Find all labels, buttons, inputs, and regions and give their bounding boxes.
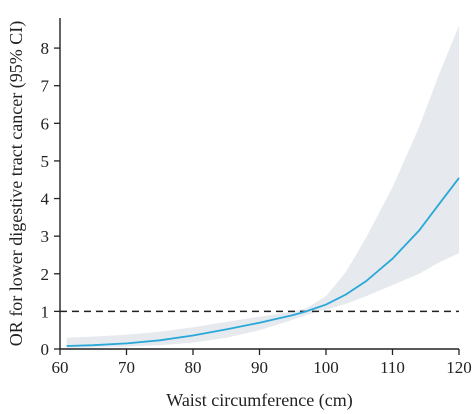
y-tick-label: 4: [41, 190, 50, 209]
y-tick-label: 2: [41, 265, 50, 284]
x-tick-label: 120: [446, 358, 472, 377]
x-tick-label: 60: [52, 358, 69, 377]
y-tick-label: 6: [41, 114, 50, 133]
y-tick-label: 3: [41, 227, 50, 246]
x-tick-label: 100: [313, 358, 339, 377]
x-tick-label: 70: [118, 358, 135, 377]
y-tick-label: 0: [41, 340, 50, 359]
confidence-band-0: [66, 25, 459, 348]
x-tick-label: 110: [380, 358, 405, 377]
x-tick-label: 80: [185, 358, 202, 377]
y-tick-label: 1: [41, 302, 50, 321]
y-tick-label: 8: [41, 39, 50, 58]
x-axis-title: Waist circumference (cm): [166, 390, 352, 411]
series-line-0: [66, 177, 460, 347]
y-axis-title: OR for lower digestive tract cancer (95%…: [6, 21, 27, 346]
x-tick-label: 90: [251, 358, 268, 377]
y-tick-label: 5: [41, 152, 50, 171]
y-ticks: 0 1 2 3 4 5 6 7 8: [41, 39, 60, 359]
x-ticks: 60 70 80 90 100 110 120: [52, 349, 472, 377]
series-line-layer: [66, 177, 460, 347]
confidence-band-layer: [66, 25, 459, 348]
y-tick-label: 7: [41, 77, 50, 96]
